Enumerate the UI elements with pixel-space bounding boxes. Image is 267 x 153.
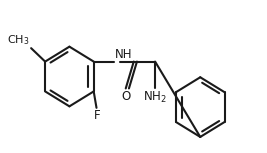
Text: NH: NH	[115, 48, 132, 61]
Text: NH$_2$: NH$_2$	[143, 90, 167, 105]
Text: CH$_3$: CH$_3$	[7, 34, 30, 47]
Text: O: O	[121, 90, 131, 103]
Text: F: F	[94, 109, 100, 122]
